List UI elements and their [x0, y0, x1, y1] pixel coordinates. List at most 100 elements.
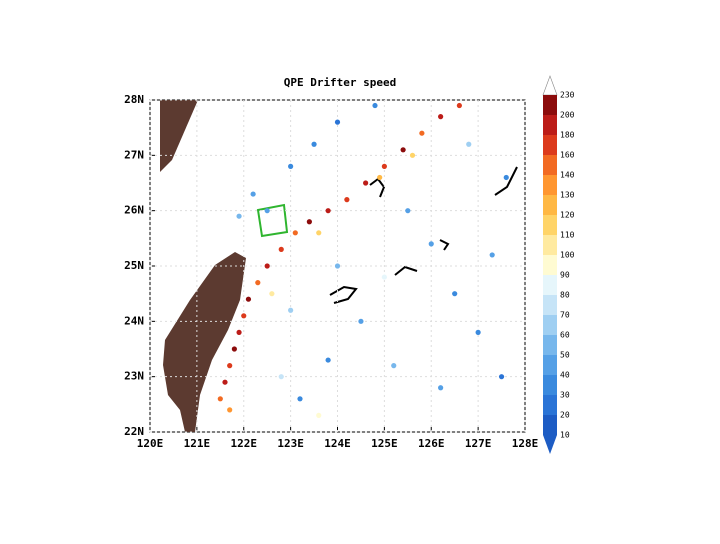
drifter-point — [377, 174, 383, 181]
x-tick-label: 122E — [231, 437, 258, 450]
y-tick-label: 25N — [124, 259, 144, 272]
drifter-point — [438, 114, 444, 120]
colorbar-label: 60 — [560, 331, 570, 340]
drifter-point — [306, 219, 312, 225]
colorbar-band — [543, 155, 557, 175]
drifter-point — [363, 180, 369, 186]
x-tick-label: 127E — [465, 437, 492, 450]
colorbar-label: 30 — [560, 391, 570, 400]
drifter-point — [278, 374, 284, 380]
colorbar-label: 70 — [560, 311, 570, 320]
colorbar-label: 80 — [560, 291, 570, 300]
drifter-point — [217, 396, 223, 402]
drifter-point — [227, 363, 233, 369]
x-tick-label: 128E — [512, 437, 539, 450]
drifter-point — [236, 329, 242, 335]
y-tick-label: 28N — [124, 93, 144, 106]
land-mainland — [160, 100, 198, 172]
colorbar-band — [543, 195, 557, 215]
colorbar-label: 180 — [560, 131, 575, 140]
drifter-point — [255, 280, 261, 286]
colorbar-arrow-bottom — [543, 435, 557, 454]
colorbar-label: 130 — [560, 191, 575, 200]
colorbar-label: 110 — [560, 231, 575, 240]
colorbar-band — [543, 175, 557, 195]
drifter-point — [288, 307, 294, 313]
y-tick-label: 24N — [124, 314, 144, 327]
drifter-point — [498, 374, 505, 380]
drifter-point — [325, 357, 331, 363]
colorbar-band — [543, 335, 557, 355]
drifter-point — [231, 346, 237, 352]
drifter-point — [400, 147, 406, 153]
drifter-point — [334, 263, 341, 269]
x-tick-label: 120E — [137, 437, 164, 450]
drifter-point — [503, 174, 509, 181]
colorbar-band — [543, 275, 557, 295]
colorbar-label: 40 — [560, 371, 570, 380]
colorbar-label: 90 — [560, 271, 570, 280]
drifter-point — [278, 246, 284, 252]
x-tick-label: 123E — [277, 437, 304, 450]
colorbar-band — [543, 95, 557, 115]
drifter-point — [405, 208, 411, 214]
drifter-point — [409, 152, 416, 158]
colorbar-label: 50 — [560, 351, 570, 360]
colorbar-band — [543, 295, 557, 315]
drifter-point — [456, 102, 462, 109]
x-tick-label: 125E — [371, 437, 398, 450]
colorbar-band — [543, 415, 557, 435]
coastline — [329, 166, 518, 304]
drifter-point — [381, 163, 387, 169]
drifter-point — [475, 329, 481, 335]
drifter-point — [438, 385, 444, 391]
y-tick-label: 27N — [124, 148, 144, 161]
colorbar-label: 230 — [560, 91, 575, 100]
drifter-point — [269, 291, 275, 297]
drifter-point — [316, 412, 322, 418]
colorbar-label: 120 — [560, 211, 575, 220]
drifter-point — [250, 191, 256, 197]
drifter-point — [222, 379, 228, 385]
drifter-point — [227, 407, 233, 413]
study-box — [256, 203, 289, 238]
drifter-point — [452, 291, 458, 297]
colorbar-label: 10 — [560, 431, 570, 440]
drifter-point — [358, 318, 364, 324]
drifter-point — [381, 274, 387, 280]
colorbar-band — [543, 235, 557, 255]
colorbar-arrow-top — [542, 75, 558, 96]
chart-title: QPE Drifter speed — [284, 76, 397, 89]
drifter-point — [344, 197, 350, 203]
drifter-point — [466, 141, 472, 147]
y-tick-label: 22N — [124, 425, 144, 438]
drifter-point — [334, 119, 341, 125]
drifter-point — [419, 130, 425, 136]
drifter-point — [236, 213, 242, 219]
x-tick-label: 126E — [418, 437, 445, 450]
drifter-point — [325, 208, 331, 214]
y-tick-label: 23N — [124, 370, 144, 383]
colorbar-band — [543, 315, 557, 335]
y-tick-label: 26N — [124, 204, 144, 217]
drifter-point — [245, 296, 252, 302]
drifter-point — [372, 102, 378, 109]
colorbar-label: 100 — [560, 251, 575, 260]
colorbar-label: 160 — [560, 151, 575, 160]
drifter-point — [316, 230, 322, 236]
x-tick-label: 124E — [324, 437, 351, 450]
colorbar-label: 20 — [560, 411, 570, 420]
colorbar-band — [543, 115, 557, 135]
drifter-point — [297, 396, 303, 402]
x-tick-label: 121E — [184, 437, 211, 450]
colorbar-band — [543, 395, 557, 415]
colorbar-band — [543, 375, 557, 395]
drifter-point — [288, 163, 294, 169]
drifter-point — [292, 230, 298, 236]
drifter-point — [264, 263, 270, 269]
drifter-point — [391, 363, 397, 369]
drifter-point — [264, 208, 270, 214]
drifter-point — [311, 141, 317, 147]
drifter-point — [489, 252, 495, 258]
